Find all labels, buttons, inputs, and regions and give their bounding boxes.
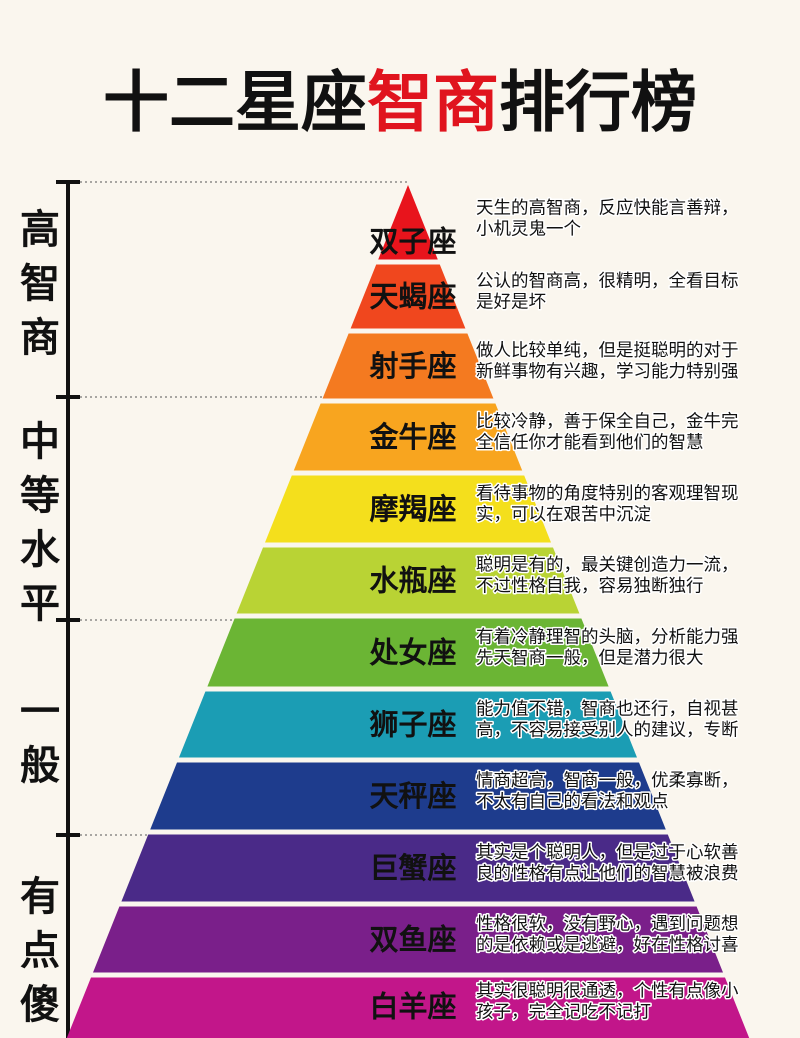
sign-description: 良的性格有点让他们的智慧被浪费 [476, 864, 739, 884]
sign-name: 双子座 [369, 225, 456, 259]
sign-name: 水瓶座 [369, 564, 456, 598]
sign-name: 狮子座 [369, 708, 456, 742]
pyramid-band [350, 264, 466, 329]
sign-description: 能力值不错，智商也还行，自视甚 [476, 700, 739, 720]
sign-name: 天蝎座 [369, 280, 456, 314]
sign-description: 其实是个聪明人，但是过于心软善 [476, 843, 739, 863]
group-label: 高智商 [13, 208, 60, 370]
sign-description: 聪明是有的，最关键创造力一流， [476, 556, 739, 576]
group-label: 有点傻 [13, 875, 60, 1037]
sign-name: 金牛座 [368, 420, 456, 454]
title: 十二星座智商排行榜 [103, 64, 697, 141]
pyramid-band [150, 762, 666, 830]
title-part: 排行榜 [499, 64, 697, 141]
sign-description: 情商超高，智商一般，优柔寡断， [476, 771, 739, 791]
sign-description: 小机灵鬼一个 [476, 220, 581, 240]
pyramid-band [378, 185, 438, 260]
sign-description: 孩子，完全记吃不记打 [476, 1003, 651, 1023]
group-label: 一般 [13, 690, 60, 798]
sign-description: 看待事物的角度特别的客观理智现 [476, 484, 739, 504]
sign-description: 实，可以在艰苦中沉淀 [476, 505, 651, 525]
sign-name: 巨蟹座 [369, 851, 456, 885]
sign-description: 其实很聪明很通透，个性有点像小 [476, 982, 739, 1002]
sign-description: 天生的高智商，反应快能言善辩， [476, 199, 739, 219]
sign-name: 射手座 [368, 349, 456, 383]
sign-description: 公认的智商高，很精明，全看目标 [476, 272, 739, 292]
sign-description: 新鲜事物有兴趣，学习能力特别强 [476, 362, 739, 382]
sign-name: 处女座 [368, 636, 456, 670]
sign-description: 高，不容易接受别人的建议，专断 [476, 721, 739, 741]
sign-description: 是好是坏 [476, 293, 546, 313]
pyramid-band [322, 333, 494, 399]
sign-description: 有着冷静理智的头脑，分析能力强 [476, 628, 739, 648]
pyramid-band [66, 977, 750, 1038]
sign-name: 摩羯座 [369, 492, 456, 526]
pyramid-band [179, 691, 637, 758]
pyramid-band [121, 834, 695, 902]
sign-description: 做人比较单纯，但是挺聪明的对于 [476, 341, 739, 361]
sign-description: 比较冷静，善于保全自己，金牛完 [476, 412, 739, 432]
title-part: 十二星座 [103, 64, 367, 141]
sign-description: 全信任你才能看到他们的智慧 [476, 433, 704, 453]
sign-name: 天秤座 [369, 779, 456, 813]
pyramid-band [93, 906, 723, 973]
sign-description: 先天智商一般，但是潜力很大 [476, 649, 704, 669]
pyramid-band [265, 475, 551, 543]
sign-description: 的是依赖或是逃避，好在性格讨喜 [476, 936, 739, 956]
sign-description: 不太有自己的看法和观点 [476, 792, 669, 812]
sign-name: 双鱼座 [369, 923, 456, 957]
pyramid-band [236, 547, 580, 614]
sign-description: 性格很软，没有野心，遇到问题想 [476, 915, 739, 935]
sign-description: 不过性格自我，容易独断独行 [476, 577, 704, 597]
sign-name: 白羊座 [369, 990, 456, 1024]
group-label: 中等水平 [13, 420, 60, 636]
pyramid-band [207, 618, 609, 687]
title-highlight: 智商 [367, 64, 499, 141]
pyramid-band [293, 403, 523, 471]
